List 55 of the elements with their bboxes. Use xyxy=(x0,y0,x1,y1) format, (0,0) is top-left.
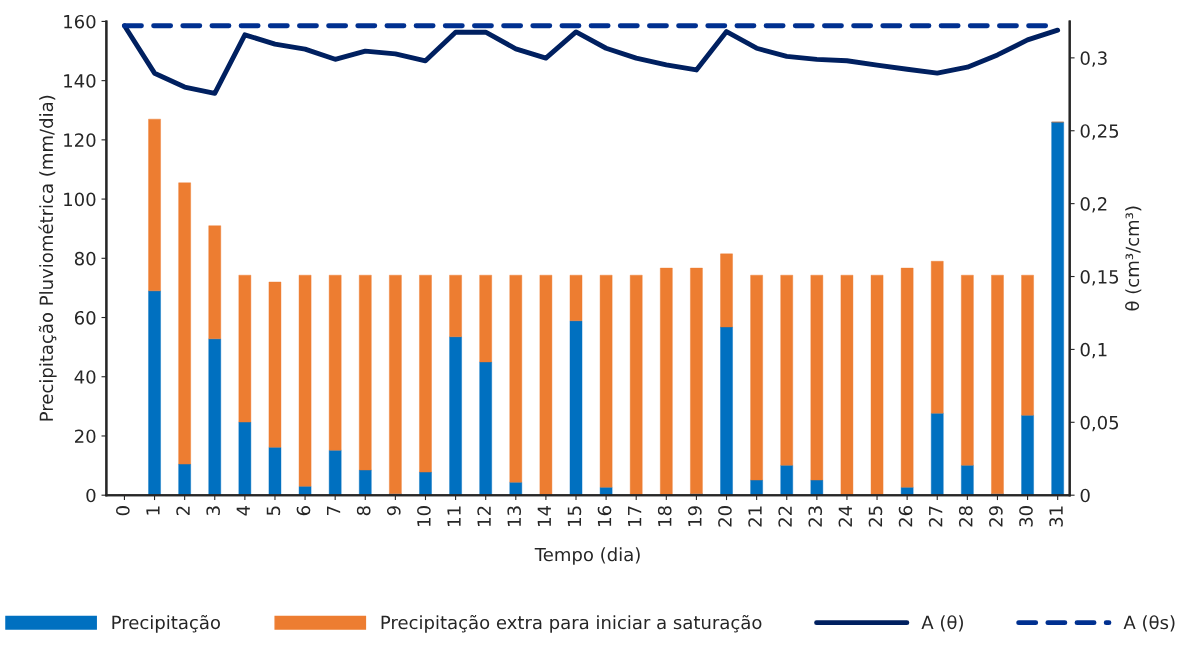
x-tick-label: 8 xyxy=(356,506,371,516)
y2-tick-label: 0 xyxy=(1080,488,1090,503)
y-tick-label: 120 xyxy=(64,133,96,147)
y-tick-label: 20 xyxy=(75,429,96,444)
y-tick-label: 40 xyxy=(74,370,96,384)
x-tick-label: 23 xyxy=(808,506,823,527)
x-tick-label: 31 xyxy=(1049,506,1063,527)
x-tick-label: 30 xyxy=(1019,506,1033,527)
legend-label: A (θ) xyxy=(921,615,963,632)
y-tick-label: 60 xyxy=(74,310,96,325)
x-tick-label: 26 xyxy=(898,506,913,527)
x-tick-label: 25 xyxy=(868,506,883,527)
x-tick-label: 5 xyxy=(266,506,281,515)
y2-tick-label: 0,1 xyxy=(1080,342,1107,359)
x-tick-label: 3 xyxy=(206,506,220,516)
y-tick-label: 0 xyxy=(86,488,96,503)
legend-label: Precipitação xyxy=(112,614,220,633)
x-tick-label: 16 xyxy=(597,506,612,526)
y-tick-label: 80 xyxy=(74,251,96,266)
x-axis-title: Tempo (dia) xyxy=(534,547,640,565)
x-tick-label: 0 xyxy=(116,506,130,516)
x-tick-label: 15 xyxy=(567,506,582,526)
x-tick-label: 2 xyxy=(176,506,190,516)
y2-tick-label: 0,25 xyxy=(1080,124,1119,140)
x-tick-label: 29 xyxy=(989,506,1003,527)
y2-tick-label: 0,15 xyxy=(1080,269,1119,286)
legend-label: Precipitação extra para iniciar a saturação xyxy=(381,614,762,633)
x-tick-label: 14 xyxy=(537,505,551,526)
y-axis-title: Precipitação Pluviométrica (mm/dia) xyxy=(38,95,57,421)
x-tick-label: 22 xyxy=(778,506,792,527)
x-tick-label: 10 xyxy=(417,506,431,526)
x-tick-label: 11 xyxy=(447,506,461,526)
x-tick-label: 18 xyxy=(657,506,672,526)
x-tick-label: 27 xyxy=(928,506,943,527)
x-tick-label: 20 xyxy=(718,506,732,527)
x-tick-label: 7 xyxy=(326,506,341,515)
legend-label: A (θs) xyxy=(1123,615,1175,632)
x-tick-label: 19 xyxy=(688,506,702,526)
y-tick-label: 100 xyxy=(64,192,96,207)
y2-tick-label: 0,2 xyxy=(1080,197,1107,213)
x-tick-label: 1 xyxy=(146,506,160,515)
x-tick-label: 28 xyxy=(958,506,973,527)
x-tick-label: 9 xyxy=(386,506,401,516)
y-tick-label: 160 xyxy=(64,14,96,29)
x-tick-label: 12 xyxy=(477,506,491,526)
y-tick-label: 140 xyxy=(64,74,96,88)
x-tick-label: 4 xyxy=(236,505,250,516)
x-tick-label: 17 xyxy=(628,506,642,526)
y2-tick-label: 0,3 xyxy=(1080,51,1107,67)
x-tick-label: 21 xyxy=(748,506,762,527)
y2-axis-title: θ (cm³/cm³) xyxy=(1125,206,1142,311)
x-tick-label: 6 xyxy=(296,506,311,516)
y2-tick-label: 0,05 xyxy=(1080,415,1119,432)
x-tick-label: 24 xyxy=(838,505,852,527)
x-tick-label: 13 xyxy=(507,506,522,526)
